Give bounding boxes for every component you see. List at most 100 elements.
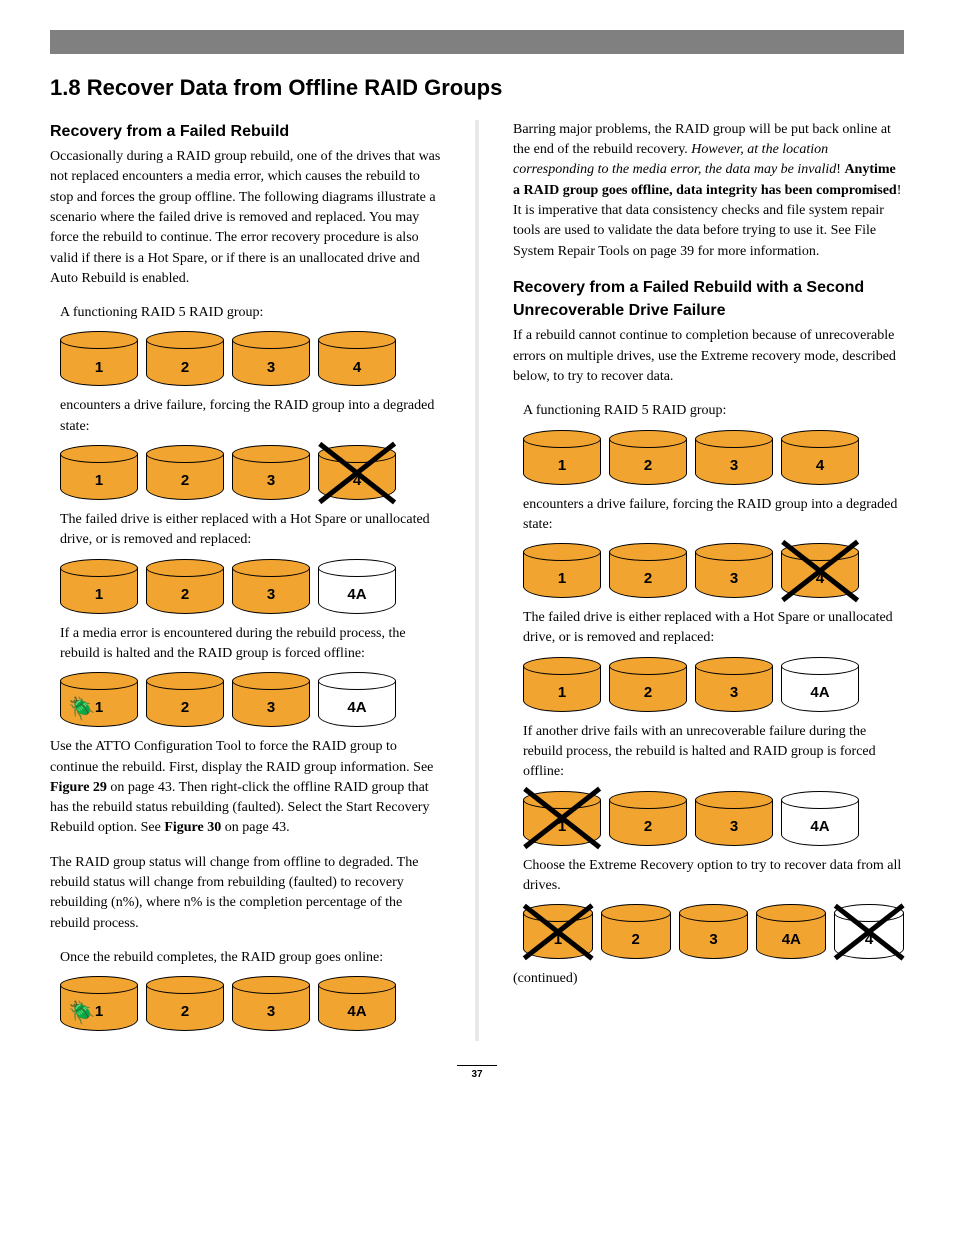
- drive-icon: 1: [60, 445, 138, 500]
- drive-icon: 2: [609, 791, 687, 846]
- drive-icon: 3: [232, 445, 310, 500]
- drive-label: 4A: [318, 1001, 396, 1023]
- caption-l3: The failed drive is either replaced with…: [60, 510, 441, 551]
- left-intro-paragraph: Occasionally during a RAID group rebuild…: [50, 147, 441, 289]
- drive-label: 2: [609, 682, 687, 704]
- header-bar: [50, 30, 904, 54]
- failed-x-icon: [519, 787, 605, 850]
- drive-group-l4: 1🪲234A: [60, 672, 441, 727]
- failed-x-icon: [314, 441, 400, 504]
- drive-label: 2: [609, 568, 687, 590]
- drive-icon: 2: [609, 430, 687, 485]
- drive-label: 1: [523, 682, 601, 704]
- drive-label: 2: [146, 470, 224, 492]
- drive-label: 1: [523, 455, 601, 477]
- drive-icon: 3: [695, 791, 773, 846]
- drive-icon: 3: [695, 543, 773, 598]
- drive-group-r2: 1234: [523, 543, 904, 598]
- drive-icon: 2: [146, 672, 224, 727]
- drive-icon: 2: [146, 445, 224, 500]
- caption-r3: The failed drive is either replaced with…: [523, 608, 904, 649]
- drive-label: 2: [146, 1001, 224, 1023]
- bug-icon: 🪲: [68, 1002, 95, 1024]
- drive-icon: 3: [232, 672, 310, 727]
- right-subtitle: Recovery from a Failed Rebuild with a Se…: [513, 276, 904, 322]
- drive-icon: 1: [523, 543, 601, 598]
- drive-label: 2: [609, 816, 687, 838]
- left-subtitle: Recovery from a Failed Rebuild: [50, 120, 441, 143]
- drive-icon: 4A: [781, 791, 859, 846]
- drive-label: 2: [146, 697, 224, 719]
- drive-icon: 4: [834, 904, 904, 959]
- left-column: Recovery from a Failed Rebuild Occasiona…: [50, 120, 441, 1041]
- drive-label: 2: [609, 455, 687, 477]
- drive-label: 1: [60, 584, 138, 606]
- drive-label: 3: [695, 816, 773, 838]
- drive-group-r5: 123 4A 4: [523, 904, 904, 959]
- drive-label: 3: [695, 682, 773, 704]
- drive-icon: 4: [318, 445, 396, 500]
- drive-icon: 1: [523, 430, 601, 485]
- drive-icon: 1: [60, 331, 138, 386]
- drive-label: 2: [146, 357, 224, 379]
- page-number: 37: [457, 1065, 497, 1083]
- drive-icon: 2: [609, 657, 687, 712]
- drive-icon: 1🪲: [60, 976, 138, 1031]
- drive-icon: 1: [523, 657, 601, 712]
- drive-label: 4: [781, 455, 859, 477]
- drive-icon: 4A: [318, 976, 396, 1031]
- drive-label: 3: [232, 357, 310, 379]
- drive-label: 2: [146, 584, 224, 606]
- drive-icon: 4: [318, 331, 396, 386]
- drive-icon: 1: [60, 559, 138, 614]
- drive-icon: 1🪲: [60, 672, 138, 727]
- drive-icon: 3: [695, 430, 773, 485]
- drive-label: 4A: [756, 929, 826, 951]
- caption-r4: If another drive fails with an unrecover…: [523, 722, 904, 783]
- right-p1: Barring major problems, the RAID group w…: [513, 120, 904, 262]
- drive-icon: 3: [232, 976, 310, 1031]
- drive-icon: 3: [679, 904, 749, 959]
- drive-icon: 4: [781, 430, 859, 485]
- caption-l1: A functioning RAID 5 RAID group:: [60, 303, 441, 323]
- right-p2: If a rebuild cannot continue to completi…: [513, 326, 904, 387]
- drive-icon: 2: [146, 976, 224, 1031]
- drive-label: 3: [232, 470, 310, 492]
- drive-group-r3: 123 4A: [523, 657, 904, 712]
- drive-icon: 3: [232, 559, 310, 614]
- drive-icon: 2: [601, 904, 671, 959]
- drive-group-r4: 123 4A: [523, 791, 904, 846]
- drive-label: 3: [232, 584, 310, 606]
- caption-l5: Once the rebuild completes, the RAID gro…: [60, 948, 441, 968]
- two-column-layout: Recovery from a Failed Rebuild Occasiona…: [50, 120, 904, 1041]
- continued-text: (continued): [513, 969, 904, 989]
- drive-icon: 4A: [756, 904, 826, 959]
- drive-group-l1: 1234: [60, 331, 441, 386]
- drive-group-l2: 1234: [60, 445, 441, 500]
- failed-x-icon: [519, 900, 597, 963]
- failed-x-icon: [830, 900, 908, 963]
- drive-icon: 4: [781, 543, 859, 598]
- drive-group-l3: 123 4A: [60, 559, 441, 614]
- drive-label: 1: [523, 568, 601, 590]
- drive-label: 4A: [318, 584, 396, 606]
- drive-label: 4A: [781, 682, 859, 704]
- drive-group-l5: 1🪲 23 4A: [60, 976, 441, 1031]
- drive-icon: 4A: [781, 657, 859, 712]
- column-divider: [475, 120, 479, 1041]
- drive-icon: 1: [523, 904, 593, 959]
- caption-l2: encounters a drive failure, forcing the …: [60, 396, 441, 437]
- drive-icon: 3: [232, 331, 310, 386]
- drive-group-r1: 1234: [523, 430, 904, 485]
- drive-icon: 4A: [318, 559, 396, 614]
- drive-label: 3: [695, 455, 773, 477]
- caption-r5: Choose the Extreme Recovery option to tr…: [523, 856, 904, 897]
- drive-icon: 1: [523, 791, 601, 846]
- drive-label: 1: [60, 470, 138, 492]
- bug-icon: 🪲: [68, 698, 95, 720]
- drive-label: 4A: [781, 816, 859, 838]
- drive-icon: 3: [695, 657, 773, 712]
- drive-label: 3: [679, 929, 749, 951]
- drive-label: 3: [232, 1001, 310, 1023]
- drive-label: 3: [232, 697, 310, 719]
